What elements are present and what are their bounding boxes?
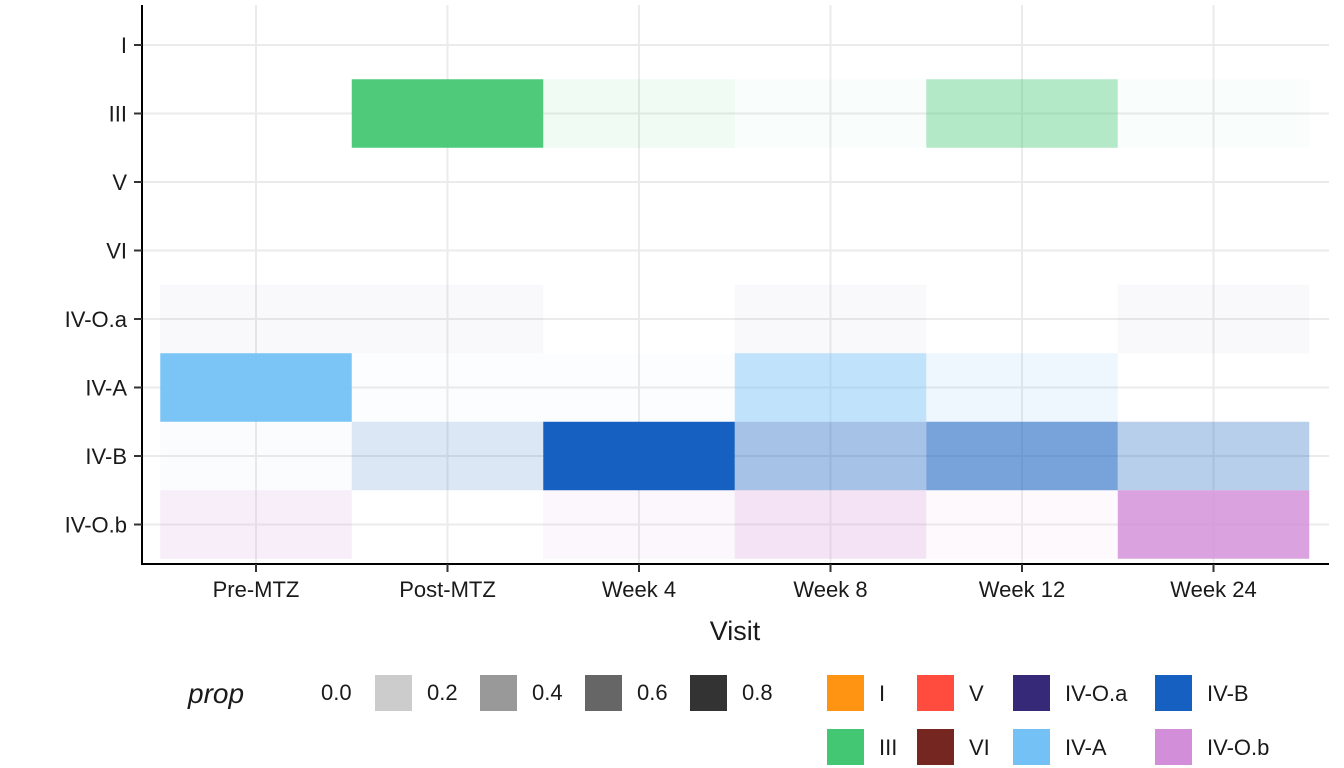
cell-Week 12-IV-O.b <box>926 490 1118 559</box>
legend-prop-label-3: 0.6 <box>637 680 668 705</box>
cell-Week 12-IV-A <box>926 353 1118 422</box>
heatmap-cells <box>160 79 1310 559</box>
legend-fill-label-IV-O.b: IV-O.b <box>1207 735 1269 760</box>
x-tick-label-Week 24: Week 24 <box>1170 577 1256 602</box>
legend-fill-key-IV-O.a <box>1013 675 1050 711</box>
y-tick-label-IV-B: IV-B <box>85 444 127 469</box>
legend-prop-key-4 <box>690 675 727 711</box>
legend-prop-key-3 <box>585 675 622 711</box>
cell-Week 8-III <box>735 79 927 148</box>
legend-fill-key-III <box>827 729 864 765</box>
legend-prop: prop 0.0 0.2 0.4 0.6 0.8 <box>187 675 773 711</box>
cell-Week 12-IV-B <box>926 421 1118 491</box>
legend-prop-label-0: 0.0 <box>321 680 352 705</box>
legend-fill-label-V: V <box>969 681 984 706</box>
cell-Week 12-III <box>926 79 1118 148</box>
x-axis-title: Visit <box>710 616 761 646</box>
x-tick-label-Pre-MTZ: Pre-MTZ <box>213 577 300 602</box>
cell-Pre-MTZ-IV-O.b <box>160 490 352 559</box>
legend-prop-key-1 <box>375 675 412 711</box>
cell-Week 4-III <box>543 79 735 148</box>
x-tick-label-Post-MTZ: Post-MTZ <box>399 577 496 602</box>
y-tick-label-IV-A: IV-A <box>85 376 127 401</box>
legend-fill-key-VI <box>917 729 954 765</box>
cell-Week 24-III <box>1118 79 1310 148</box>
legend-fill-label-IV-A: IV-A <box>1065 735 1107 760</box>
cell-Post-MTZ-III <box>351 79 544 148</box>
legend-fill-label-III: III <box>879 735 897 760</box>
x-tick-label-Week 12: Week 12 <box>979 577 1065 602</box>
x-tick-label-Week 4: Week 4 <box>602 577 676 602</box>
cell-Week 24-IV-B <box>1117 421 1310 491</box>
cell-Post-MTZ-IV-B <box>351 421 544 491</box>
cell-Pre-MTZ-IV-B <box>160 422 352 491</box>
cell-Week 8-IV-A <box>734 353 927 422</box>
legend-fill-key-I <box>827 675 864 711</box>
legend-fill-key-IV-A <box>1013 729 1050 765</box>
y-tick-label-VI: VI <box>106 239 127 264</box>
cell-Week 8-IV-B <box>734 421 927 491</box>
x-tick-label-Week 8: Week 8 <box>793 577 867 602</box>
y-tick-label-V: V <box>112 170 127 195</box>
cell-Week 8-IV-O.a <box>735 285 927 354</box>
legend-fill-key-IV-B <box>1155 675 1192 711</box>
y-tick-label-III: III <box>109 102 127 127</box>
y-tick-label-IV-O.b: IV-O.b <box>65 513 127 538</box>
cell-Week 4-IV-B <box>543 421 735 491</box>
legend-fill-label-VI: VI <box>969 735 990 760</box>
legend-prop-label-2: 0.4 <box>532 680 563 705</box>
y-tick-label-I: I <box>121 33 127 58</box>
legend-prop-label-1: 0.2 <box>427 680 458 705</box>
legend-prop-title: prop <box>187 678 244 709</box>
cell-Post-MTZ-IV-A <box>352 353 544 422</box>
cell-Week 4-IV-A <box>543 353 735 422</box>
y-tick-label-IV-O.a: IV-O.a <box>65 307 128 332</box>
legend-fill-label-IV-B: IV-B <box>1207 681 1249 706</box>
cell-Post-MTZ-IV-O.a <box>352 285 544 354</box>
legend-fill-label-IV-O.a: IV-O.a <box>1065 681 1128 706</box>
cell-Pre-MTZ-IV-A <box>160 353 352 422</box>
cell-Week 8-IV-O.b <box>734 490 927 559</box>
axes <box>141 5 1329 565</box>
cell-Week 4-IV-O.b <box>543 490 735 559</box>
legend-fill: I V IV-O.a IV-B III VI IV-A IV-O.b <box>827 675 1269 765</box>
legend-fill-label-I: I <box>879 681 885 706</box>
legend-prop-key-2 <box>480 675 517 711</box>
cell-Week 24-IV-O.a <box>1118 285 1310 354</box>
cell-Week 24-IV-O.b <box>1117 490 1310 559</box>
legend-fill-key-IV-O.b <box>1155 729 1192 765</box>
cell-Pre-MTZ-IV-O.a <box>160 285 352 354</box>
legend-prop-label-4: 0.8 <box>742 680 773 705</box>
legend-fill-key-V <box>917 675 954 711</box>
x-axis-ticks: Pre-MTZ Post-MTZ Week 4 Week 8 Week 12 Week 2… <box>213 564 1257 602</box>
